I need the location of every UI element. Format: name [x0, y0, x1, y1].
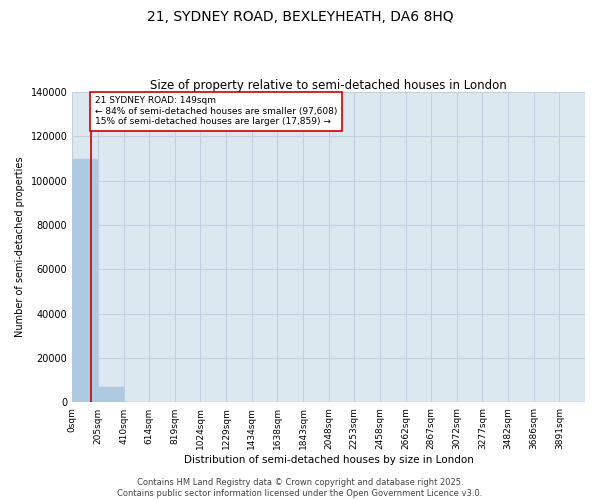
Text: 21 SYDNEY ROAD: 149sqm
← 84% of semi-detached houses are smaller (97,608)
15% of: 21 SYDNEY ROAD: 149sqm ← 84% of semi-det…	[95, 96, 337, 126]
Title: Size of property relative to semi-detached houses in London: Size of property relative to semi-detach…	[150, 79, 507, 92]
Text: 21, SYDNEY ROAD, BEXLEYHEATH, DA6 8HQ: 21, SYDNEY ROAD, BEXLEYHEATH, DA6 8HQ	[146, 10, 454, 24]
Bar	[72, 158, 98, 402]
X-axis label: Distribution of semi-detached houses by size in London: Distribution of semi-detached houses by …	[184, 455, 473, 465]
Y-axis label: Number of semi-detached properties: Number of semi-detached properties	[15, 157, 25, 338]
Bar	[98, 388, 124, 402]
Text: Contains HM Land Registry data © Crown copyright and database right 2025.
Contai: Contains HM Land Registry data © Crown c…	[118, 478, 482, 498]
